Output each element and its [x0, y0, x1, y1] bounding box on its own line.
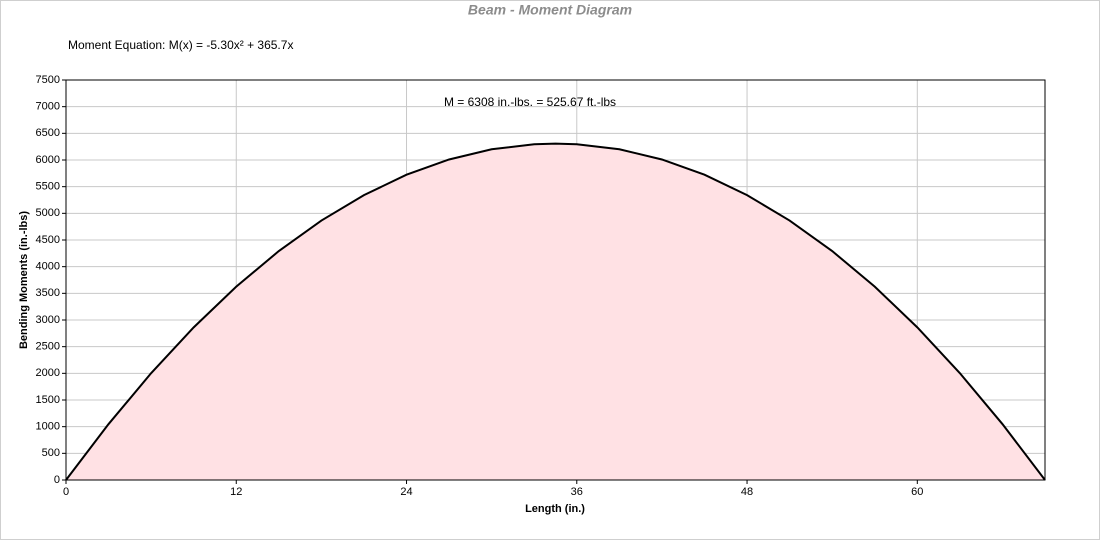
x-tick-label: 24	[400, 486, 412, 498]
x-tick-label: 12	[230, 486, 242, 498]
plot-frame	[65, 79, 1046, 481]
annotation: M = 6308 in.-lbs. = 525.67 ft.-lbs	[444, 95, 616, 109]
y-tick-label: 3500	[36, 287, 60, 299]
y-axis-label: Bending Moments (in.-lbs)	[18, 211, 30, 349]
y-tick-label: 3000	[36, 314, 60, 326]
y-tick-label: 2500	[36, 341, 60, 353]
y-tick-label: 1500	[36, 394, 60, 406]
y-tick-label: 4500	[36, 234, 60, 246]
y-tick-label: 7500	[36, 74, 60, 86]
y-tick-label: 2000	[36, 367, 60, 379]
y-tick-label: 500	[42, 447, 60, 459]
equation: Moment Equation: M(x) = -5.30x² + 365.7x	[68, 38, 293, 52]
x-tick-label: 36	[571, 486, 583, 498]
y-tick-label: 7000	[36, 101, 60, 113]
area	[66, 143, 1045, 480]
x-axis-label: Length (in.)	[525, 503, 585, 515]
y-tick-label: 6500	[36, 127, 60, 139]
y-tick-label: 0	[54, 474, 60, 486]
x-tick-label: 60	[911, 486, 923, 498]
y-tick-label: 6000	[36, 154, 60, 166]
y-tick-label: 5000	[36, 207, 60, 219]
x-tick-label: 48	[741, 486, 753, 498]
x-tick-label: 0	[63, 486, 69, 498]
y-tick-label: 4000	[36, 261, 60, 273]
y-tick-label: 5500	[36, 181, 60, 193]
line	[65, 142, 1046, 481]
chart-title: Beam - Moment Diagram	[468, 2, 632, 18]
y-tick-label: 1000	[36, 421, 60, 433]
